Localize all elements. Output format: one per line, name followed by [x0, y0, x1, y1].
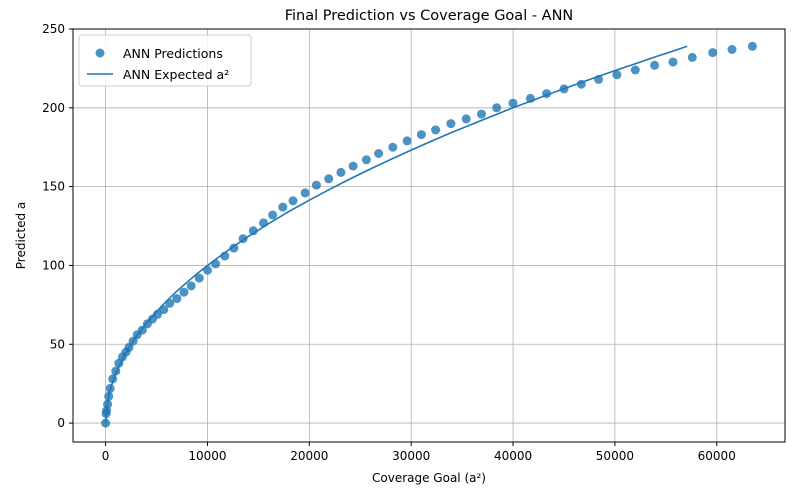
prediction-point — [137, 325, 147, 335]
x-tick-label: 40000 — [494, 449, 532, 463]
y-tick-label: 0 — [57, 416, 65, 430]
prediction-point — [508, 98, 518, 108]
prediction-point — [108, 374, 118, 384]
prediction-point — [300, 188, 310, 198]
y-tick-label: 250 — [42, 22, 65, 36]
prediction-point — [220, 251, 230, 261]
prediction-point — [165, 298, 175, 308]
prediction-point — [101, 418, 111, 428]
prediction-point — [542, 89, 552, 99]
x-axis-ticks: 0 10000 20000 30000 40000 50000 60000 — [102, 442, 736, 463]
prediction-point — [159, 305, 169, 315]
y-tick-label: 50 — [50, 337, 65, 351]
prediction-point — [492, 103, 502, 113]
prediction-point — [288, 196, 298, 206]
legend-label-predictions: ANN Predictions — [123, 46, 223, 61]
prediction-point — [650, 60, 660, 70]
legend-marker-predictions — [95, 48, 105, 58]
prediction-point — [336, 167, 346, 177]
prediction-point — [361, 155, 371, 165]
y-axis-ticks: 0 50 100 150 200 250 — [42, 22, 73, 430]
prediction-point — [388, 142, 398, 152]
prediction-point — [203, 265, 212, 275]
prediction-point — [103, 399, 113, 409]
prediction-point — [172, 294, 182, 304]
prediction-point — [416, 130, 426, 140]
prediction-point — [668, 57, 678, 67]
prediction-point — [324, 174, 334, 184]
legend-label-expected: ANN Expected a² — [123, 67, 229, 82]
y-axis-label: Predicted a — [14, 202, 28, 270]
x-tick-label: 60000 — [698, 449, 736, 463]
prediction-point — [229, 243, 239, 253]
chart-title: Final Prediction vs Coverage Goal - ANN — [285, 8, 574, 24]
prediction-point — [186, 281, 196, 291]
prediction-point — [461, 114, 471, 124]
x-tick-label: 30000 — [392, 449, 430, 463]
prediction-point — [105, 383, 115, 393]
prediction-point — [747, 41, 757, 51]
prediction-point — [111, 366, 121, 376]
prediction-point — [708, 48, 718, 58]
prediction-point — [374, 149, 384, 158]
prediction-point — [477, 109, 486, 119]
legend: ANN Predictions ANN Expected a² — [78, 34, 252, 87]
legend-box — [78, 34, 252, 87]
x-axis-label: Coverage Goal (a²) — [372, 471, 486, 485]
prediction-point — [576, 79, 586, 89]
prediction-point — [630, 65, 640, 75]
prediction-point — [238, 234, 248, 244]
prediction-point — [348, 161, 358, 171]
prediction-point — [248, 226, 258, 236]
prediction-point — [211, 259, 221, 269]
x-tick-label: 50000 — [596, 449, 634, 463]
prediction-point — [612, 70, 622, 80]
y-tick-label: 200 — [42, 101, 65, 115]
prediction-point — [153, 309, 162, 319]
plot-frame — [72, 28, 786, 443]
prediction-point — [594, 74, 604, 84]
prediction-point — [194, 273, 204, 283]
prediction-point — [402, 136, 412, 146]
grid — [73, 28, 785, 442]
prediction-point — [259, 218, 268, 228]
y-tick-label: 150 — [42, 180, 65, 194]
prediction-point — [687, 52, 697, 62]
prediction-point — [278, 202, 288, 212]
prediction-point — [268, 210, 278, 220]
prediction-point — [179, 287, 189, 297]
prediction-point — [727, 45, 737, 54]
prediction-point — [311, 180, 321, 190]
x-tick-label: 10000 — [188, 449, 226, 463]
prediction-point — [525, 93, 535, 103]
y-tick-label: 100 — [42, 258, 65, 272]
prediction-point — [431, 125, 441, 135]
prediction-point — [104, 391, 114, 401]
prediction-point — [559, 84, 569, 94]
prediction-point — [446, 119, 456, 129]
scatter-series — [101, 41, 757, 428]
x-tick-label: 0 — [102, 449, 110, 463]
x-tick-label: 20000 — [290, 449, 328, 463]
